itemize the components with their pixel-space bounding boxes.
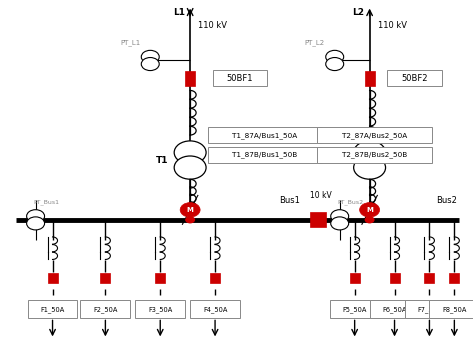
Circle shape: [354, 141, 385, 164]
Bar: [365, 71, 374, 86]
Circle shape: [331, 210, 349, 223]
Bar: [310, 212, 326, 227]
Bar: [429, 300, 474, 318]
Bar: [81, 300, 130, 318]
Text: Bus1: Bus1: [279, 196, 301, 205]
Text: 10 kV: 10 kV: [310, 191, 331, 200]
Text: PT_L1: PT_L1: [120, 39, 140, 46]
Bar: [155, 273, 165, 283]
Bar: [27, 300, 77, 318]
Circle shape: [180, 203, 200, 217]
Bar: [212, 70, 267, 86]
Text: T1: T1: [155, 156, 168, 165]
Bar: [330, 300, 380, 318]
Text: M: M: [187, 207, 193, 213]
Bar: [100, 273, 110, 283]
Bar: [208, 127, 322, 143]
Circle shape: [326, 58, 344, 71]
Bar: [317, 147, 432, 163]
Circle shape: [354, 156, 385, 179]
Circle shape: [27, 210, 45, 223]
Text: F7_50A: F7_50A: [417, 306, 442, 313]
Circle shape: [174, 141, 206, 164]
Bar: [449, 273, 459, 283]
Text: PT_Bus1: PT_Bus1: [34, 199, 60, 205]
Circle shape: [27, 217, 45, 230]
Bar: [47, 273, 57, 283]
Text: T1_87A/Bus1_50A: T1_87A/Bus1_50A: [232, 132, 298, 139]
Bar: [208, 147, 322, 163]
Text: F1_50A: F1_50A: [40, 306, 64, 313]
Bar: [424, 273, 434, 283]
Text: T2_87B/Bus2_50B: T2_87B/Bus2_50B: [342, 152, 407, 158]
Text: F2_50A: F2_50A: [93, 306, 118, 313]
Text: PT_Bus2: PT_Bus2: [337, 199, 364, 205]
Text: PT_L2: PT_L2: [305, 39, 325, 46]
Text: F3_50A: F3_50A: [148, 306, 173, 313]
Text: T2: T2: [392, 156, 404, 165]
Text: 50BF1: 50BF1: [227, 74, 253, 83]
Circle shape: [141, 50, 159, 63]
Bar: [185, 71, 195, 86]
Bar: [135, 300, 185, 318]
Bar: [317, 127, 432, 143]
Text: F6_50A: F6_50A: [383, 306, 407, 313]
Text: F5_50A: F5_50A: [343, 306, 367, 313]
Bar: [390, 273, 400, 283]
Circle shape: [326, 50, 344, 63]
Text: T2_87A/Bus2_50A: T2_87A/Bus2_50A: [342, 132, 407, 139]
Circle shape: [174, 156, 206, 179]
Text: M: M: [366, 207, 373, 213]
Text: F4_50A: F4_50A: [203, 306, 227, 313]
Bar: [210, 273, 220, 283]
Text: T1_87B/Bus1_50B: T1_87B/Bus1_50B: [232, 152, 298, 158]
Bar: [370, 300, 419, 318]
Text: 110 kV: 110 kV: [198, 21, 227, 30]
Bar: [387, 70, 442, 86]
Text: Bus2: Bus2: [437, 196, 457, 205]
Text: L2: L2: [353, 8, 365, 17]
Circle shape: [331, 217, 349, 230]
Bar: [404, 300, 455, 318]
Circle shape: [360, 203, 380, 217]
Text: F8_50A: F8_50A: [442, 306, 466, 313]
Text: 110 kV: 110 kV: [378, 21, 407, 30]
Circle shape: [365, 216, 374, 224]
Text: 50BF2: 50BF2: [401, 74, 428, 83]
Bar: [190, 300, 240, 318]
Circle shape: [141, 58, 159, 71]
Circle shape: [185, 216, 195, 224]
Bar: [350, 273, 360, 283]
Text: L1: L1: [173, 8, 185, 17]
